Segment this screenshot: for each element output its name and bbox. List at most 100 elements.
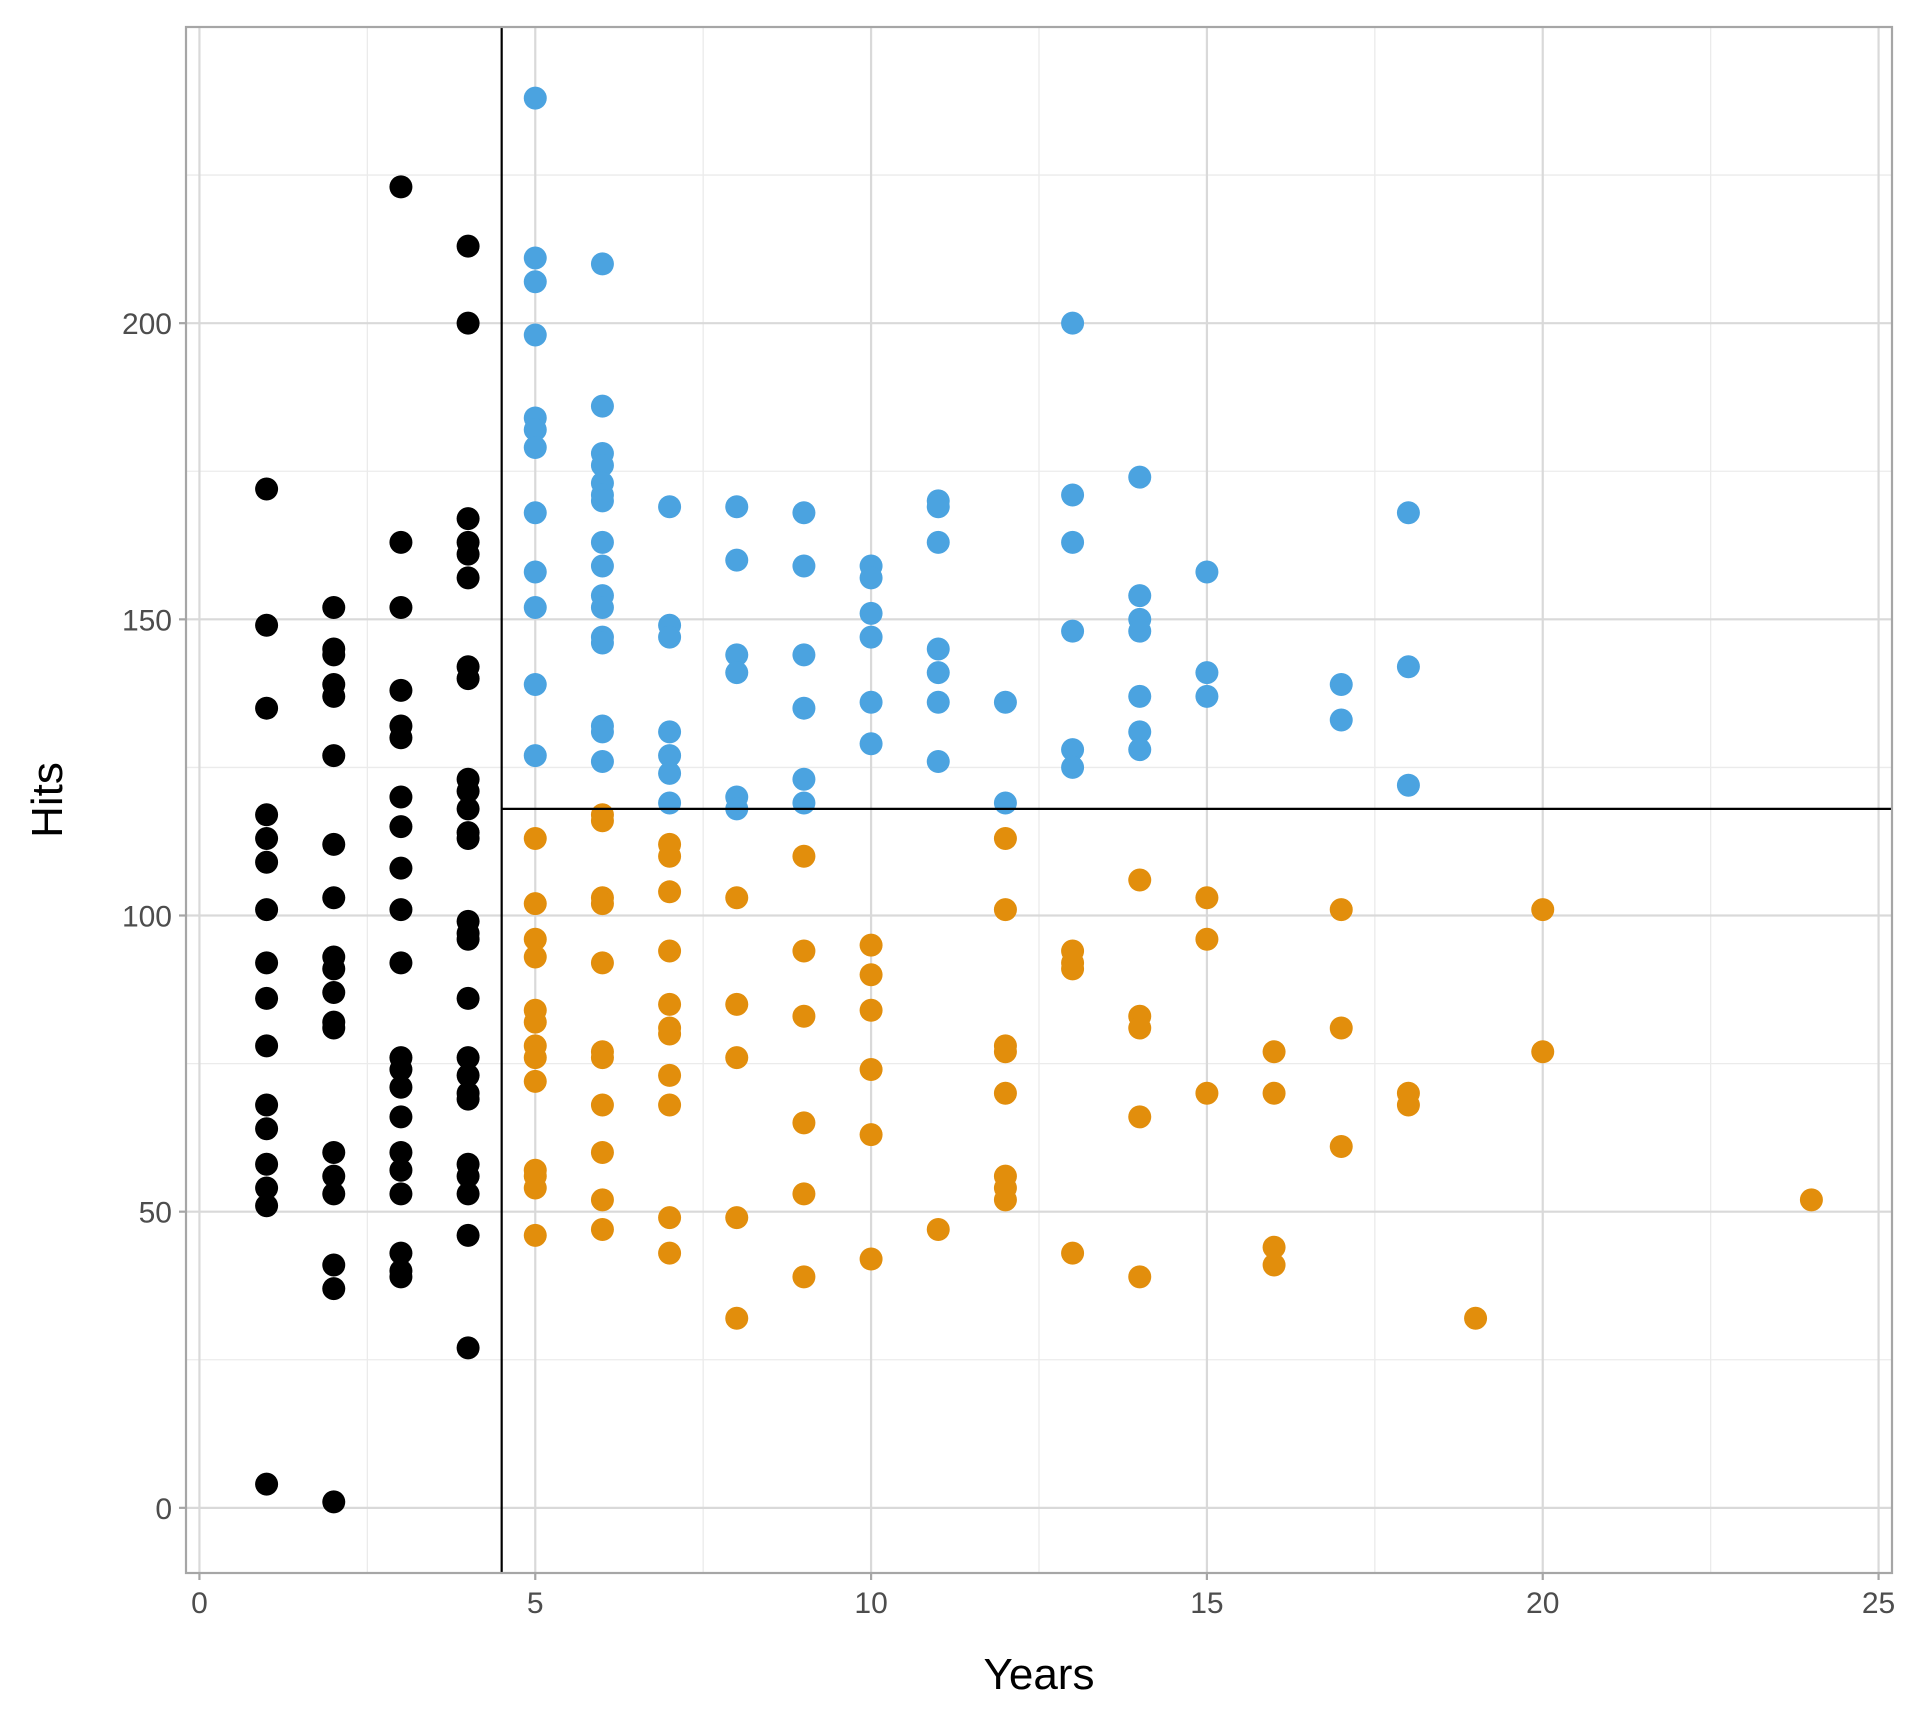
y-tick-label: 150 [122, 604, 172, 637]
data-point [725, 886, 749, 910]
data-point [792, 844, 816, 868]
data-point [523, 560, 547, 584]
data-point [993, 898, 1017, 922]
data-point [792, 696, 816, 720]
data-point [1195, 560, 1219, 584]
data-point [792, 791, 816, 815]
data-point [658, 880, 682, 904]
data-point [1128, 465, 1152, 489]
data-point [1262, 1040, 1286, 1064]
data-point [523, 892, 547, 916]
data-point [725, 1206, 749, 1230]
data-point [1061, 311, 1085, 335]
data-point [255, 1093, 279, 1117]
data-point [255, 803, 279, 827]
x-axis-title: Years [984, 1650, 1095, 1699]
data-point [658, 1206, 682, 1230]
data-point [456, 986, 480, 1010]
data-point [1061, 530, 1085, 554]
data-point [1128, 584, 1152, 608]
data-point [456, 797, 480, 821]
x-tick-label: 5 [527, 1587, 544, 1620]
data-point [792, 501, 816, 525]
data-point [658, 844, 682, 868]
data-point [658, 992, 682, 1016]
data-point [389, 1075, 413, 1099]
data-point [389, 1105, 413, 1129]
data-point [389, 1058, 413, 1082]
data-point [590, 1093, 614, 1117]
data-point [1329, 672, 1353, 696]
data-point [523, 827, 547, 851]
data-point [1329, 1135, 1353, 1159]
data-point [523, 1069, 547, 1093]
data-point [1195, 886, 1219, 910]
data-point [1195, 661, 1219, 685]
data-point [322, 1164, 346, 1188]
data-point [255, 1034, 279, 1058]
data-point [792, 1182, 816, 1206]
y-axis-ticks: 0 50 100 150 200 [122, 308, 186, 1526]
data-point [389, 726, 413, 750]
data-point [1799, 1188, 1823, 1212]
data-point [456, 927, 480, 951]
data-point [792, 1111, 816, 1135]
data-point [255, 827, 279, 851]
data-point [859, 963, 883, 987]
data-point [993, 1188, 1017, 1212]
data-point [792, 643, 816, 667]
data-point [658, 625, 682, 649]
data-point [1128, 868, 1152, 892]
data-point [1195, 927, 1219, 951]
data-point [926, 1217, 950, 1241]
data-point [322, 957, 346, 981]
data-point [389, 898, 413, 922]
data-point [322, 1016, 346, 1040]
data-point [1061, 738, 1085, 762]
data-point [523, 945, 547, 969]
data-point [389, 1158, 413, 1182]
data-point [322, 886, 346, 910]
data-point [1464, 1306, 1488, 1330]
data-point [859, 1123, 883, 1147]
data-point [1329, 708, 1353, 732]
data-point [456, 779, 480, 803]
data-point [1128, 720, 1152, 744]
data-point [792, 1265, 816, 1289]
data-point [1061, 1241, 1085, 1265]
data-point [322, 981, 346, 1005]
data-point [1329, 1016, 1353, 1040]
data-point [255, 951, 279, 975]
data-point [1061, 755, 1085, 779]
x-axis-ticks: 0 5 10 15 20 25 [191, 1573, 1895, 1620]
series-group [523, 803, 1823, 1330]
y-tick-label: 100 [122, 901, 172, 934]
data-point [1195, 684, 1219, 708]
data-point [926, 661, 950, 685]
data-point [590, 530, 614, 554]
data-point [590, 453, 614, 477]
data-point [658, 1093, 682, 1117]
data-point [1262, 1253, 1286, 1277]
data-point [590, 1046, 614, 1070]
data-point [389, 1182, 413, 1206]
data-point [1262, 1081, 1286, 1105]
data-point [255, 696, 279, 720]
y-tick-label: 0 [155, 1493, 172, 1526]
data-point [523, 1223, 547, 1247]
y-tick-label: 50 [139, 1197, 172, 1230]
data-point [1061, 619, 1085, 643]
data-point [255, 1117, 279, 1141]
data-point [456, 1336, 480, 1360]
data-point [523, 246, 547, 270]
data-point [658, 791, 682, 815]
data-point [725, 643, 749, 667]
data-point [389, 175, 413, 199]
data-point [523, 1010, 547, 1034]
data-point [389, 530, 413, 554]
data-point [322, 744, 346, 768]
data-point [658, 761, 682, 785]
data-point [389, 815, 413, 839]
data-point [322, 832, 346, 856]
